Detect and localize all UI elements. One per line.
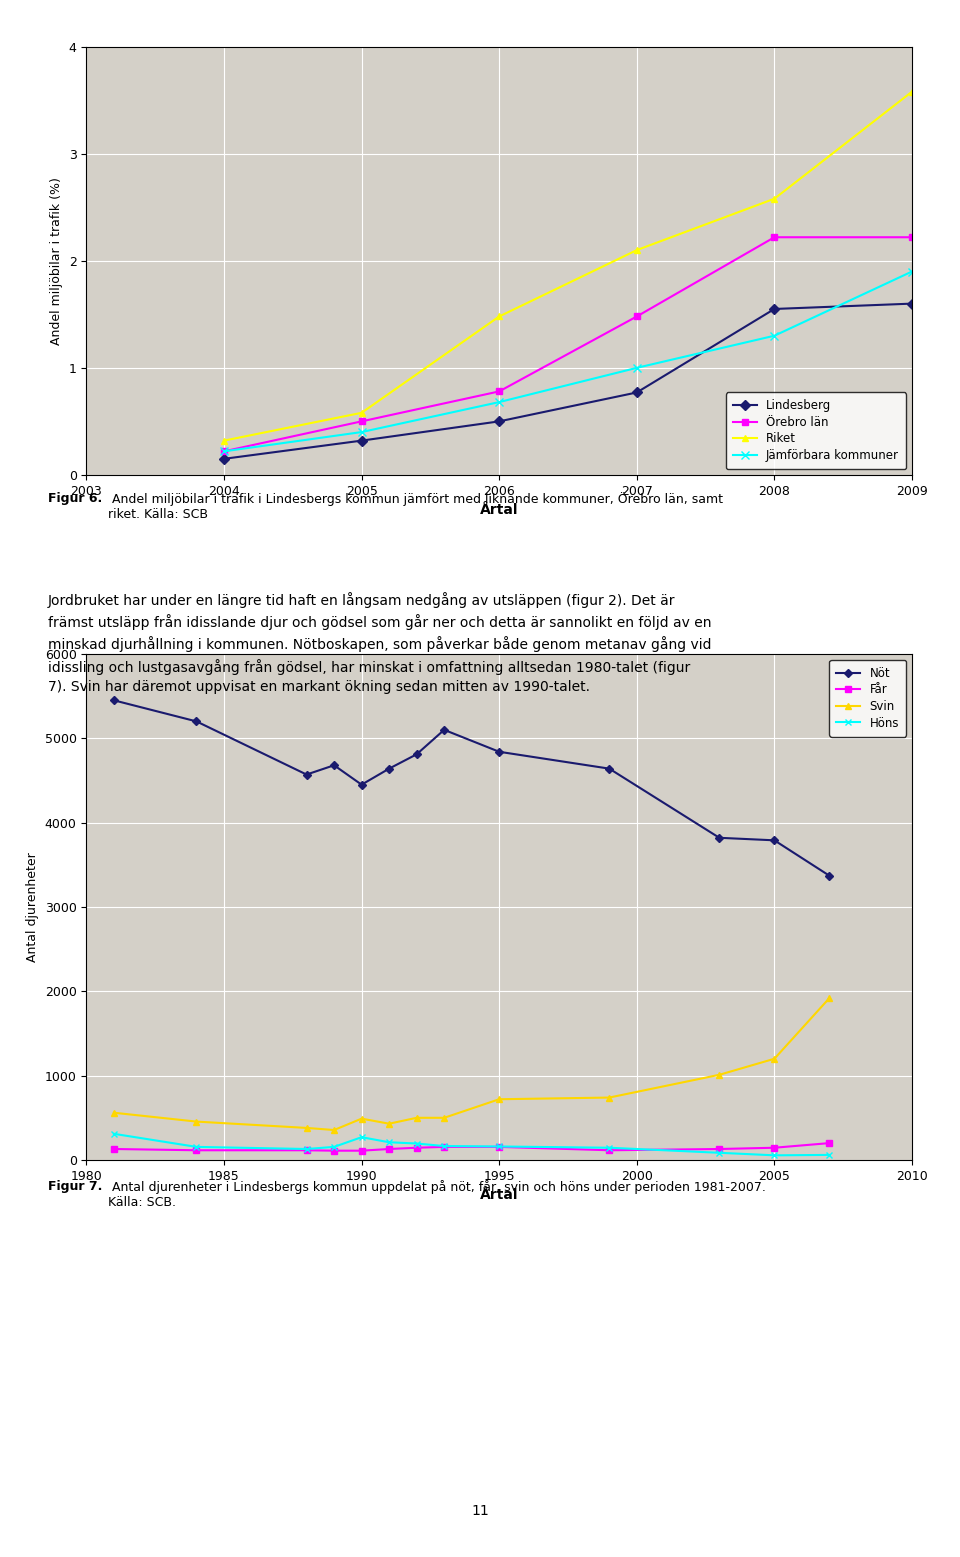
Lindesberg bbox=[218, 450, 229, 469]
Svin bbox=[824, 989, 835, 1007]
Får bbox=[439, 1138, 450, 1157]
Jämförbara kommuner bbox=[631, 358, 642, 377]
Får bbox=[493, 1138, 505, 1157]
Riket bbox=[218, 431, 229, 450]
Riket bbox=[631, 241, 642, 260]
Nöt bbox=[604, 760, 615, 778]
Får bbox=[300, 1141, 312, 1160]
Line: Får: Får bbox=[111, 1140, 832, 1154]
Nöt bbox=[493, 743, 505, 761]
Höns bbox=[411, 1133, 422, 1152]
Höns bbox=[328, 1138, 340, 1157]
Svin bbox=[713, 1065, 725, 1084]
Får bbox=[191, 1141, 203, 1160]
Line: Höns: Höns bbox=[110, 1130, 833, 1158]
Nöt bbox=[769, 831, 780, 850]
Svin bbox=[383, 1115, 395, 1133]
Lindesberg bbox=[356, 431, 368, 450]
Svin bbox=[439, 1109, 450, 1127]
Höns bbox=[300, 1140, 312, 1158]
Lindesberg bbox=[906, 294, 918, 313]
Svin bbox=[328, 1121, 340, 1140]
Legend: Nöt, Får, Svin, Höns: Nöt, Får, Svin, Höns bbox=[829, 660, 906, 736]
Svin bbox=[108, 1104, 120, 1123]
Nöt bbox=[411, 744, 422, 763]
Svin bbox=[411, 1109, 422, 1127]
Lindesberg bbox=[493, 413, 505, 431]
Line: Lindesberg: Lindesberg bbox=[221, 301, 916, 462]
Jämförbara kommuner bbox=[906, 262, 918, 280]
Höns bbox=[604, 1138, 615, 1157]
Text: 11: 11 bbox=[471, 1504, 489, 1518]
Nöt bbox=[439, 721, 450, 740]
Får bbox=[769, 1138, 780, 1157]
Legend: Lindesberg, Örebro län, Riket, Jämförbara kommuner: Lindesberg, Örebro län, Riket, Jämförbar… bbox=[726, 392, 906, 469]
Line: Riket: Riket bbox=[221, 89, 916, 444]
Line: Jämförbara kommuner: Jämförbara kommuner bbox=[220, 268, 916, 456]
Nöt bbox=[328, 757, 340, 775]
Svin bbox=[191, 1112, 203, 1130]
Riket bbox=[493, 307, 505, 325]
Nöt bbox=[300, 764, 312, 783]
X-axis label: Årtal: Årtal bbox=[480, 1188, 518, 1202]
Får bbox=[411, 1138, 422, 1157]
Lindesberg bbox=[769, 299, 780, 318]
Får bbox=[328, 1141, 340, 1160]
Y-axis label: Andel miljöbilar i trafik (%): Andel miljöbilar i trafik (%) bbox=[50, 177, 63, 344]
Text: Figur 6.: Figur 6. bbox=[48, 492, 103, 504]
Jämförbara kommuner bbox=[218, 442, 229, 461]
Får bbox=[383, 1140, 395, 1158]
Jämförbara kommuner bbox=[493, 392, 505, 411]
Line: Svin: Svin bbox=[111, 995, 832, 1133]
Örebro län bbox=[493, 381, 505, 400]
Riket bbox=[356, 403, 368, 422]
Text: Figur 7.: Figur 7. bbox=[48, 1180, 103, 1193]
Får bbox=[604, 1141, 615, 1160]
Höns bbox=[356, 1127, 368, 1146]
Line: Nöt: Nöt bbox=[111, 698, 832, 878]
Svin bbox=[769, 1049, 780, 1068]
Text: Antal djurenheter i Lindesbergs kommun uppdelat på nöt, får, svin och höns under: Antal djurenheter i Lindesbergs kommun u… bbox=[108, 1180, 765, 1210]
Höns bbox=[493, 1137, 505, 1155]
Får bbox=[356, 1141, 368, 1160]
Höns bbox=[769, 1146, 780, 1165]
Svin bbox=[493, 1090, 505, 1109]
Nöt bbox=[191, 712, 203, 730]
Jämförbara kommuner bbox=[356, 424, 368, 442]
Svin bbox=[356, 1109, 368, 1127]
Höns bbox=[191, 1138, 203, 1157]
Nöt bbox=[356, 775, 368, 794]
Text: Andel miljöbilar i trafik i Lindesbergs kommun jämfört med liknande kommuner, Ör: Andel miljöbilar i trafik i Lindesbergs … bbox=[108, 492, 723, 522]
Riket bbox=[906, 83, 918, 101]
Örebro län bbox=[906, 227, 918, 246]
Svin bbox=[604, 1088, 615, 1107]
Örebro län bbox=[631, 307, 642, 325]
Nöt bbox=[713, 828, 725, 847]
Höns bbox=[383, 1133, 395, 1152]
Nöt bbox=[383, 760, 395, 778]
Jämförbara kommuner bbox=[769, 327, 780, 346]
Höns bbox=[108, 1124, 120, 1143]
Nöt bbox=[108, 691, 120, 710]
Y-axis label: Antal djurenheter: Antal djurenheter bbox=[26, 852, 39, 962]
Text: Jordbruket har under en längre tid haft en långsam nedgång av utsläppen (figur 2: Jordbruket har under en längre tid haft … bbox=[48, 592, 711, 694]
Får bbox=[824, 1133, 835, 1152]
Lindesberg bbox=[631, 383, 642, 402]
Line: Örebro län: Örebro län bbox=[221, 234, 916, 455]
Höns bbox=[824, 1146, 835, 1165]
Höns bbox=[439, 1137, 450, 1155]
Örebro län bbox=[218, 442, 229, 461]
Nöt bbox=[824, 866, 835, 884]
Örebro län bbox=[356, 413, 368, 431]
Får bbox=[713, 1140, 725, 1158]
X-axis label: Årtal: Årtal bbox=[480, 503, 518, 517]
Riket bbox=[769, 190, 780, 209]
Svin bbox=[300, 1118, 312, 1137]
Örebro län bbox=[769, 227, 780, 246]
Får bbox=[108, 1140, 120, 1158]
Höns bbox=[713, 1143, 725, 1162]
